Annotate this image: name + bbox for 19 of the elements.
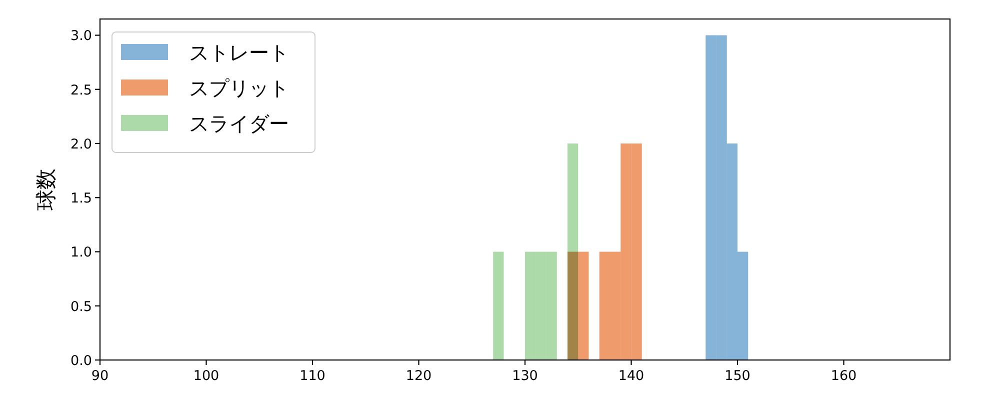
x-tick-label: 150 — [724, 368, 750, 384]
y-tick-label: 2.5 — [70, 82, 92, 98]
x-tick-label: 130 — [512, 368, 538, 384]
y-tick-label: 0.5 — [70, 298, 92, 315]
legend-label: スプリット — [189, 76, 289, 100]
x-tick-label: 100 — [193, 368, 220, 384]
x-tick-label: 90 — [91, 368, 109, 384]
legend-label: ストレート — [189, 40, 289, 64]
x-tick-label: 110 — [300, 368, 326, 384]
legend-label: スライダー — [189, 112, 289, 136]
x-tick-label: 140 — [618, 368, 644, 384]
x-tick-label: 120 — [406, 368, 432, 384]
y-tick-label: 0.0 — [70, 353, 92, 369]
y-axis-title: 球数 — [34, 168, 58, 210]
y-tick-label: 1.0 — [70, 244, 92, 261]
x-tick-label: 160 — [830, 368, 857, 384]
y-tick-label: 2.0 — [70, 136, 92, 152]
y-tick-label: 1.5 — [70, 190, 92, 207]
y-tick-label: 3.0 — [70, 28, 92, 44]
